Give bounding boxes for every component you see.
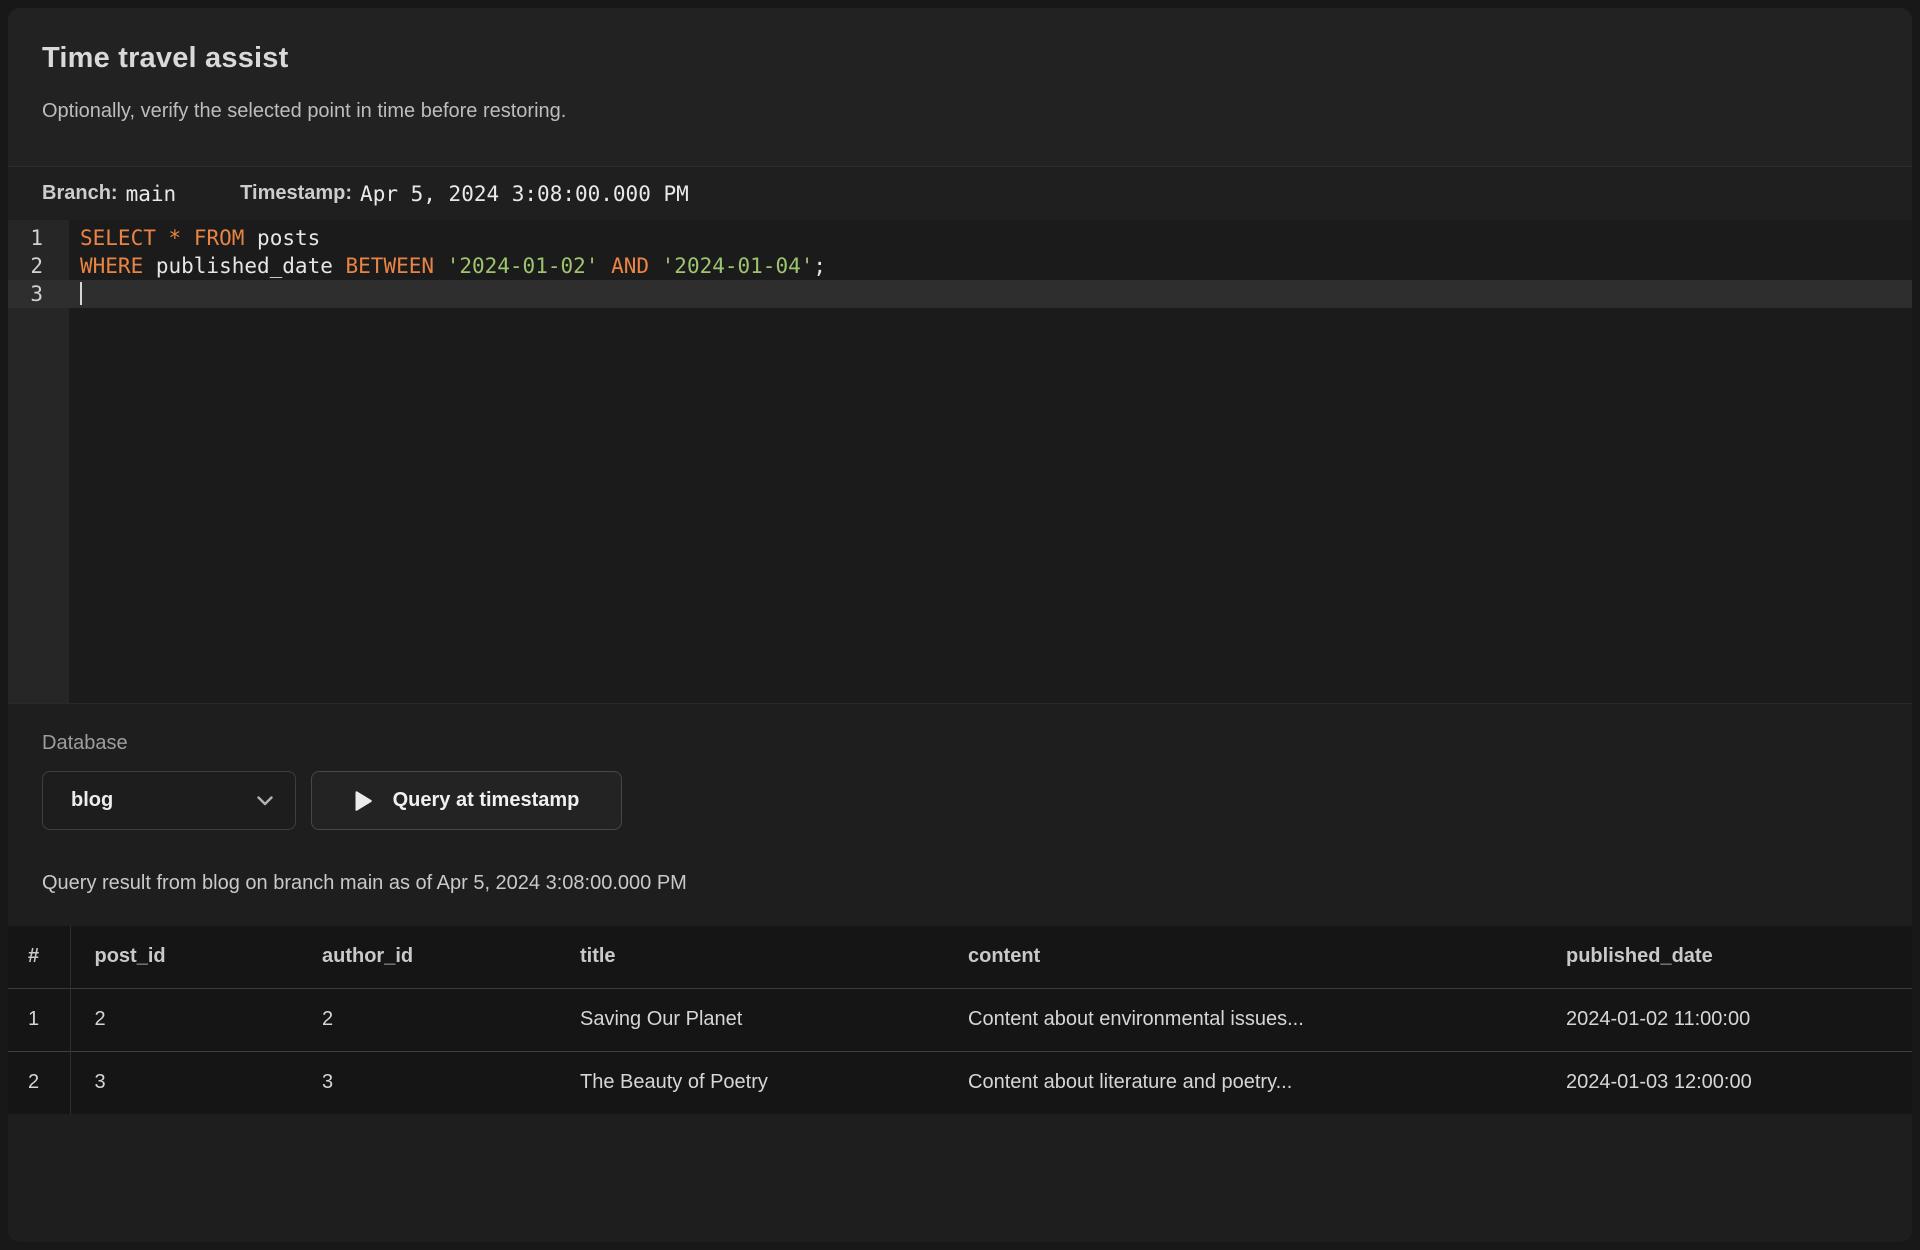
database-select[interactable]: blog [42, 771, 296, 830]
page-subtitle: Optionally, verify the selected point in… [42, 100, 567, 122]
query-at-timestamp-button[interactable]: Query at timestamp [311, 771, 622, 830]
branch-label: Branch: [42, 182, 118, 204]
line-number: 2 [30, 254, 43, 278]
query-panel: Database blog Query at timestamp Query r… [8, 703, 1912, 1242]
column-header-index: # [8, 926, 71, 989]
text-cursor [80, 281, 82, 305]
timestamp-label: Timestamp: [240, 182, 353, 204]
sql-editor-lines: 1 SELECT * FROM posts 2 WHERE published_dat… [8, 224, 1912, 308]
table-header-row: # post_id author_id title content publis… [8, 926, 1912, 989]
table-cell: Content about environmental issues... [968, 1008, 1304, 1030]
table-cell: 2 [94, 1008, 106, 1030]
code-line[interactable]: 3 [8, 280, 1912, 308]
run-button-label: Query at timestamp [392, 789, 580, 811]
table-cell: 3 [298, 1050, 556, 1114]
time-travel-assist-panel: Time travel assist Optionally, verify th… [8, 8, 1912, 1242]
code-line[interactable]: 1 SELECT * FROM posts [8, 224, 1912, 252]
table-cell: 2 [322, 1008, 334, 1030]
table-cell: 1 [8, 988, 71, 1051]
table-row: 1 2 2 Saving Our Planet Content about en… [8, 988, 1912, 1051]
result-table: # post_id author_id title content publis… [8, 926, 1912, 1114]
table-cell: 2 [8, 1050, 71, 1114]
table-cell: 2024-01-03 12:00:00 [1542, 1050, 1912, 1114]
table-cell: 2024-01-02 11:00:00 [1566, 1008, 1751, 1030]
code-text: WHERE published_date BETWEEN '2024-01-02… [80, 254, 827, 278]
table-cell: 3 [70, 1050, 298, 1114]
query-result-caption: Query result from blog on branch main as… [42, 872, 687, 894]
play-icon [355, 790, 372, 811]
table-row: 2 3 3 The Beauty of Poetry Content about… [8, 1050, 1912, 1114]
column-header-author-id: author_id [298, 926, 556, 989]
column-header-post-id: post_id [70, 926, 298, 989]
sql-editor[interactable]: 1 SELECT * FROM posts 2 WHERE published_dat… [8, 220, 1912, 703]
column-header-title: title [556, 926, 944, 989]
database-selected-value: blog [71, 789, 114, 811]
database-label: Database [42, 732, 128, 754]
table-cell: Content about literature and poetry... [944, 1050, 1542, 1114]
table-cell: The Beauty of Poetry [556, 1050, 944, 1114]
code-line[interactable]: 2 WHERE published_date BETWEEN '2024-01-0… [8, 252, 1912, 280]
column-header-content: content [944, 926, 1542, 989]
page-title: Time travel assist [42, 42, 289, 74]
branch-timestamp-bar: Branch: main Timestamp: Apr 5, 2024 3:08… [8, 166, 1912, 220]
branch-value: main [125, 181, 177, 206]
chevron-down-icon [257, 795, 273, 805]
line-number: 1 [30, 226, 43, 250]
code-text [80, 280, 82, 308]
code-text: SELECT * FROM posts [80, 226, 321, 250]
table-cell: Saving Our Planet [580, 1008, 743, 1030]
timestamp-value: Apr 5, 2024 3:08:00.000 PM [360, 181, 689, 206]
line-number: 3 [30, 282, 43, 306]
column-header-published-date: published_date [1542, 926, 1912, 989]
